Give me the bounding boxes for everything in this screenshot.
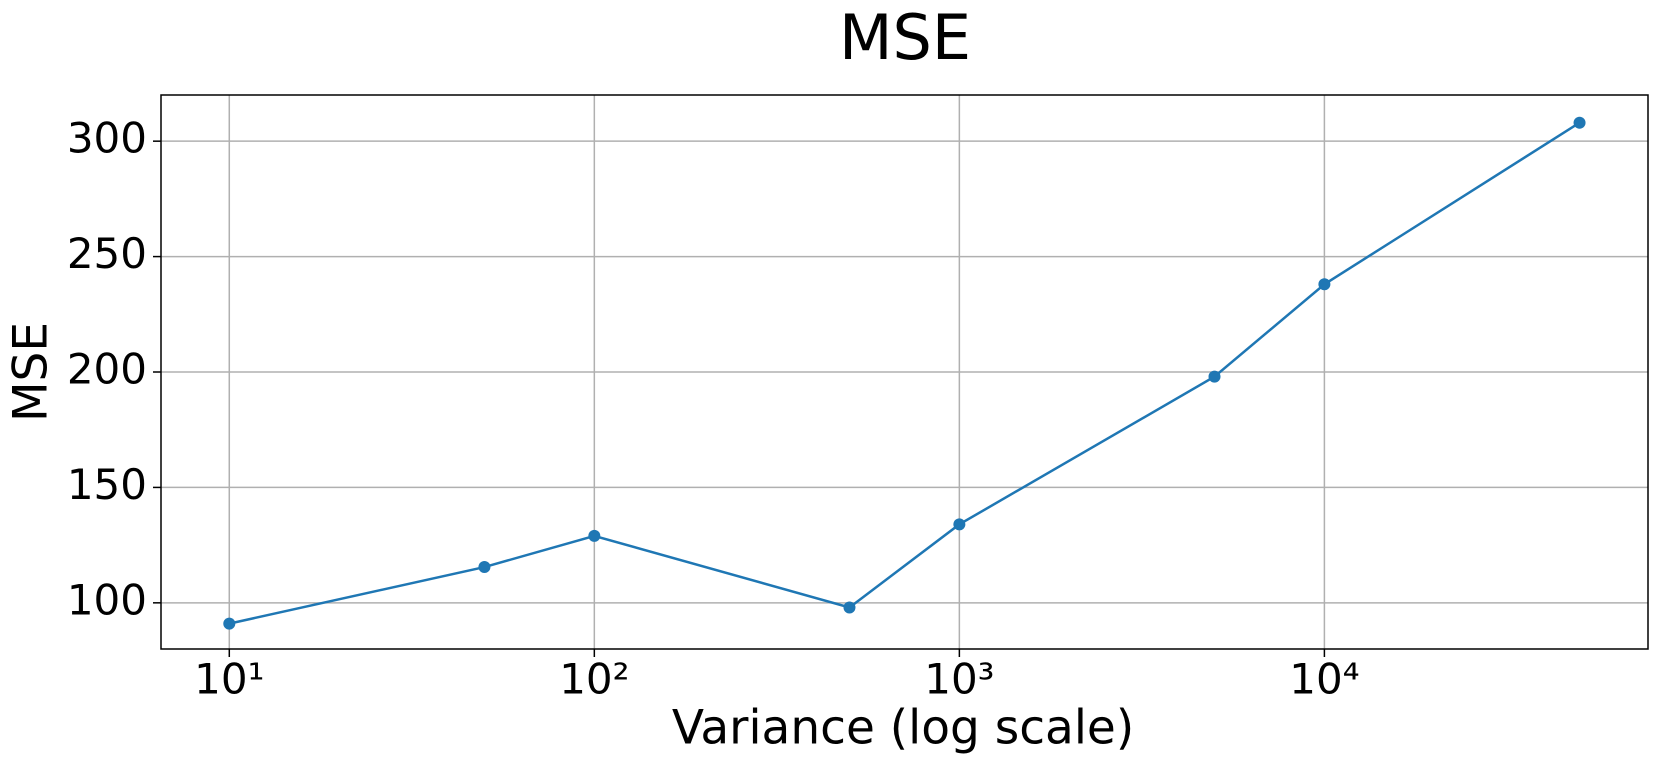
data-point <box>1208 370 1221 383</box>
y-tick-label: 250 <box>67 229 147 278</box>
data-point <box>223 617 236 630</box>
data-point <box>1573 116 1586 129</box>
data-line <box>229 121 1581 625</box>
data-point <box>953 518 966 531</box>
data-point <box>1318 278 1331 291</box>
x-axis-label: Variance (log scale) <box>672 701 1134 756</box>
y-tick-label: 150 <box>67 460 147 509</box>
data-point <box>588 529 601 542</box>
x-tick-label: 10¹ <box>194 655 264 704</box>
x-tick-label: 10³ <box>924 655 994 704</box>
y-tick-label: 100 <box>67 575 147 624</box>
x-tick-label: 10² <box>559 655 629 704</box>
x-tick-label: 10⁴ <box>1289 655 1359 704</box>
y-tick-label: 300 <box>67 114 147 163</box>
plot-frame <box>160 94 1649 650</box>
y-tick-label: 200 <box>67 345 147 394</box>
data-point <box>843 601 856 614</box>
y-axis-label: MSE <box>4 322 59 422</box>
data-point <box>478 561 491 574</box>
chart-title: MSE <box>839 1 971 74</box>
